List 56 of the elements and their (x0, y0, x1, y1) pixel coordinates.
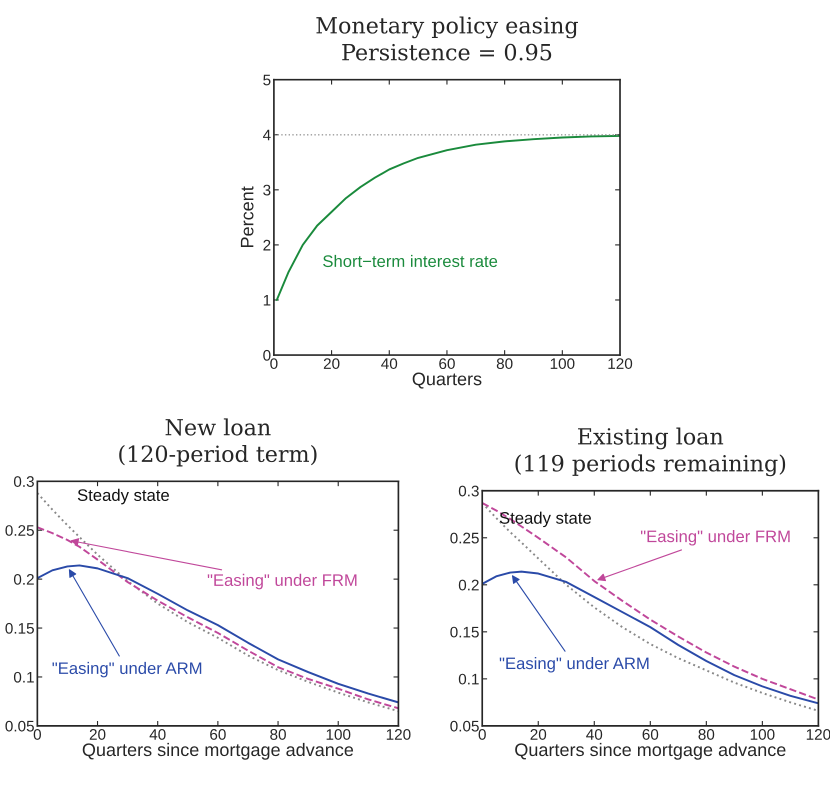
x-tick-label: 120 (386, 729, 411, 740)
chart-title: New loan (120-period term) (119, 418, 317, 466)
y-tick-label: 0.05 (450, 720, 479, 732)
x-tick-label: 40 (150, 729, 166, 740)
y-tick-label: 0.15 (5, 622, 34, 634)
y-tick-label: 0.1 (14, 672, 34, 683)
y-tick-label: 0.15 (450, 626, 479, 638)
y-tick-label: 0.2 (458, 580, 479, 590)
x-tick-label: 0 (478, 729, 486, 740)
x-tick-label: 20 (324, 358, 340, 370)
series-label: Steady state (78, 488, 169, 504)
x-tick-label: 80 (496, 358, 513, 370)
series-label: "Easing" under ARM (500, 656, 648, 673)
x-tick-label: 20 (90, 729, 106, 740)
x-tick-label: 60 (439, 358, 455, 370)
chart-title: Existing loan (119 periods remaining) (515, 428, 786, 476)
y-tick-label: 0.2 (14, 574, 34, 585)
chart-title: Monetary policy easing Persistence = 0.95 (316, 16, 578, 61)
line-series (37, 564, 398, 704)
y-tick-label: 2 (263, 240, 270, 250)
x-tick-label: 120 (608, 358, 632, 370)
y-tick-label: 0.05 (5, 720, 34, 732)
y-tick-label: 0 (263, 350, 271, 361)
x-axis-title: Quarters since mortgage advance (82, 742, 354, 760)
x-tick-label: 20 (530, 729, 546, 740)
y-tick-label: 4 (262, 130, 271, 140)
y-tick-label: 1 (264, 295, 270, 306)
x-tick-label: 100 (550, 358, 574, 370)
y-tick-label: 0.1 (458, 674, 479, 685)
text: "Easing" under ARM (52, 662, 202, 678)
y-tick-label: 0.3 (14, 476, 34, 487)
line-series (37, 526, 398, 710)
x-tick-label: 40 (586, 729, 602, 740)
x-tick-label: 80 (270, 729, 286, 740)
x-tick-label: 100 (750, 729, 775, 740)
x-tick-label: 0 (270, 358, 278, 370)
text: "Easing" under FRM (208, 574, 356, 590)
x-tick-label: 100 (326, 729, 350, 740)
x-axis-title: Quarters since mortgage advance (515, 742, 786, 760)
x-tick-label: 0 (34, 729, 41, 740)
y-tick-label: 3 (263, 184, 270, 196)
y-tick-label: 0.25 (5, 525, 34, 536)
y-tick-label: 5 (263, 74, 270, 86)
y-tick-label: 0.25 (450, 532, 479, 544)
series-label: Short−term interest rate (323, 254, 498, 268)
y-axis-title: Percent (240, 186, 254, 247)
x-tick-label: 60 (210, 729, 226, 740)
text: "Easing" under FRM (640, 530, 790, 546)
x-tick-label: 40 (381, 358, 398, 370)
x-tick-label: 60 (642, 729, 658, 740)
x-axis-title: Quarters (412, 372, 482, 389)
line-series (276, 134, 620, 301)
y-tick-label: 0.3 (458, 486, 479, 496)
series-label: Steady state (500, 512, 591, 528)
line-series (482, 570, 818, 704)
x-tick-label: 80 (698, 729, 714, 740)
